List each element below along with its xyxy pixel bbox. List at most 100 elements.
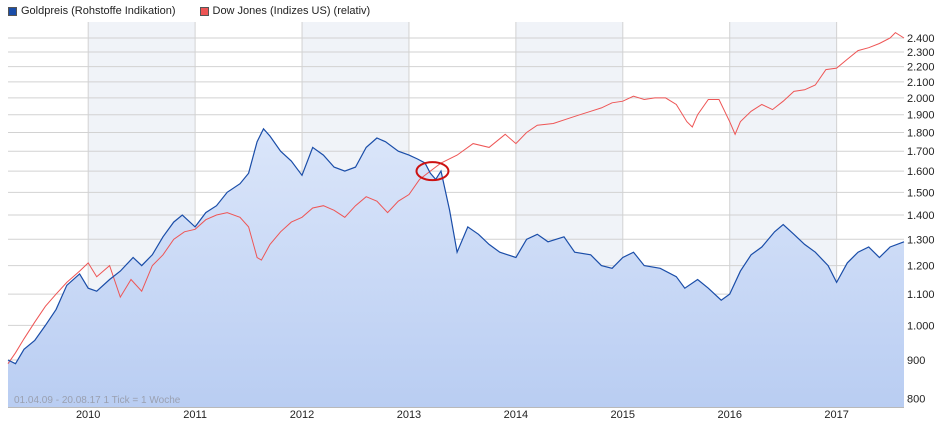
legend-item-gold[interactable]: Goldpreis (Rohstoffe Indikation)	[8, 5, 176, 17]
y-tick-label: 1.200	[907, 261, 935, 273]
dow-point	[857, 49, 860, 52]
gold-point	[792, 233, 795, 236]
gold-point	[151, 253, 154, 256]
x-tick-label: 2013	[397, 409, 421, 421]
gold-point	[279, 150, 282, 153]
highlight-ellipse	[415, 161, 450, 182]
gold-point	[803, 243, 806, 246]
gold-point	[23, 348, 26, 351]
x-tick-label: 2014	[504, 409, 528, 421]
y-tick-label: 2.300	[907, 47, 935, 59]
dow-point	[397, 200, 400, 203]
dow-point	[172, 238, 175, 241]
dow-point	[407, 193, 410, 196]
gold-point	[440, 170, 443, 173]
gold-point	[846, 261, 849, 264]
gold-point	[262, 127, 265, 130]
gold-point	[857, 251, 860, 254]
dow-point	[354, 204, 357, 207]
gold-point	[119, 270, 122, 273]
dow-point	[322, 204, 325, 207]
dow-point	[824, 68, 827, 71]
dow-point	[290, 221, 293, 224]
x-tick-label: 2017	[824, 409, 848, 421]
dow-point	[23, 337, 26, 340]
dow-point	[33, 321, 36, 324]
y-tick-label: 1.800	[907, 127, 935, 139]
dow-point	[525, 131, 528, 134]
dow-point	[140, 290, 143, 293]
gold-point	[683, 287, 686, 290]
dow-point	[65, 281, 68, 284]
gold-point	[311, 146, 314, 149]
gold-point	[181, 213, 184, 216]
dow-point	[579, 113, 582, 116]
dow-point	[782, 100, 785, 103]
dow-point	[429, 170, 432, 173]
dow-point	[707, 98, 710, 101]
dow-point	[119, 296, 122, 299]
dow-point	[260, 259, 263, 262]
gold-point	[477, 233, 480, 236]
dow-point	[215, 213, 218, 216]
dow-point	[504, 133, 507, 136]
dow-point	[846, 58, 849, 61]
dow-point	[488, 146, 491, 149]
gold-point	[611, 267, 614, 270]
date-range-footnote: 01.04.09 - 20.08.17 1 Tick = 1 Woche	[14, 395, 181, 406]
y-tick-label: 2.400	[907, 33, 935, 45]
gold-point	[290, 160, 293, 163]
legend-label-gold: Goldpreis (Rohstoffe Indikation)	[21, 5, 176, 17]
gold-point	[466, 225, 469, 228]
gold-point	[44, 324, 47, 327]
gold-point	[773, 230, 776, 233]
legend-item-dow[interactable]: Dow Jones (Indizes US) (relativ)	[199, 5, 370, 17]
gold-point	[215, 204, 218, 207]
gold-point	[301, 174, 304, 177]
gold-line	[7, 127, 905, 365]
dow-point	[643, 98, 646, 101]
x-tick-label: 2012	[290, 409, 314, 421]
x-tick-label: 2015	[611, 409, 635, 421]
dow-point	[750, 110, 753, 113]
dow-point	[247, 225, 250, 228]
gold-point	[204, 211, 207, 214]
gold-point	[375, 136, 378, 139]
gold-point	[226, 191, 229, 194]
gold-point	[643, 264, 646, 267]
gold-point	[33, 339, 36, 342]
dow-point	[239, 216, 242, 219]
dow-point	[151, 264, 154, 267]
dow-point	[728, 120, 731, 123]
dow-point	[600, 106, 603, 109]
gold-point	[247, 172, 250, 175]
gold-point	[600, 264, 603, 267]
gold-point	[707, 287, 710, 290]
gold-point	[827, 264, 830, 267]
dow-point	[256, 256, 259, 259]
gold-point	[132, 256, 135, 259]
gold-point	[65, 284, 68, 287]
gold-point	[903, 240, 906, 243]
dow-point	[611, 101, 614, 104]
dow-point	[718, 98, 721, 101]
gold-point	[514, 256, 517, 259]
dow-point	[343, 216, 346, 219]
dow-point	[183, 230, 186, 233]
dow-point	[632, 95, 635, 98]
dow-point	[771, 108, 774, 111]
y-tick-label: 1.100	[907, 289, 935, 301]
y-tick-label: 2.200	[907, 62, 935, 74]
gold-point	[573, 251, 576, 254]
gold-point	[889, 245, 892, 248]
gold-point	[562, 235, 565, 238]
dow-point	[867, 46, 870, 49]
gold-point	[365, 146, 368, 149]
y-tick-label: 1.300	[907, 234, 935, 246]
dow-point	[14, 351, 17, 354]
dow-point	[903, 37, 906, 40]
dow-point	[87, 261, 90, 264]
gold-point	[456, 251, 459, 254]
dow-point	[675, 103, 678, 106]
